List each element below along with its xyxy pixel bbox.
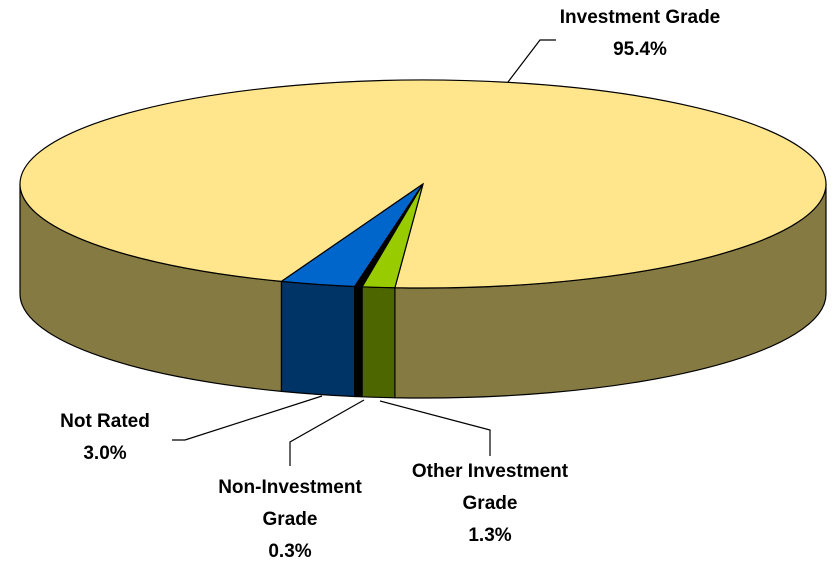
slice-label: Not Rated 3.0%: [30, 406, 180, 470]
slice-label: Investment Grade 95.4%: [540, 2, 740, 66]
slice-label: Other Investment Grade 1.3%: [400, 456, 580, 552]
category-label: Other Investment Grade: [411, 461, 569, 514]
leader-line: [289, 399, 365, 466]
pie-slice: [361, 183, 424, 289]
value-label: 3.0%: [83, 443, 127, 464]
pie-side: [361, 286, 396, 399]
pie-side: [280, 280, 356, 398]
pie-side: [354, 285, 363, 398]
leader-line: [172, 395, 323, 441]
category-label: Investment Grade: [559, 7, 721, 28]
slice-label: Non-Investment Grade 0.3%: [210, 472, 370, 568]
value-label: 1.3%: [468, 525, 512, 546]
leader-line: [507, 39, 556, 83]
value-label: 0.3%: [268, 541, 312, 562]
leader-line: [379, 400, 491, 456]
category-label: Not Rated: [60, 411, 150, 432]
value-label: 95.4%: [613, 39, 667, 60]
category-label: Non-Investment Grade: [218, 477, 362, 530]
